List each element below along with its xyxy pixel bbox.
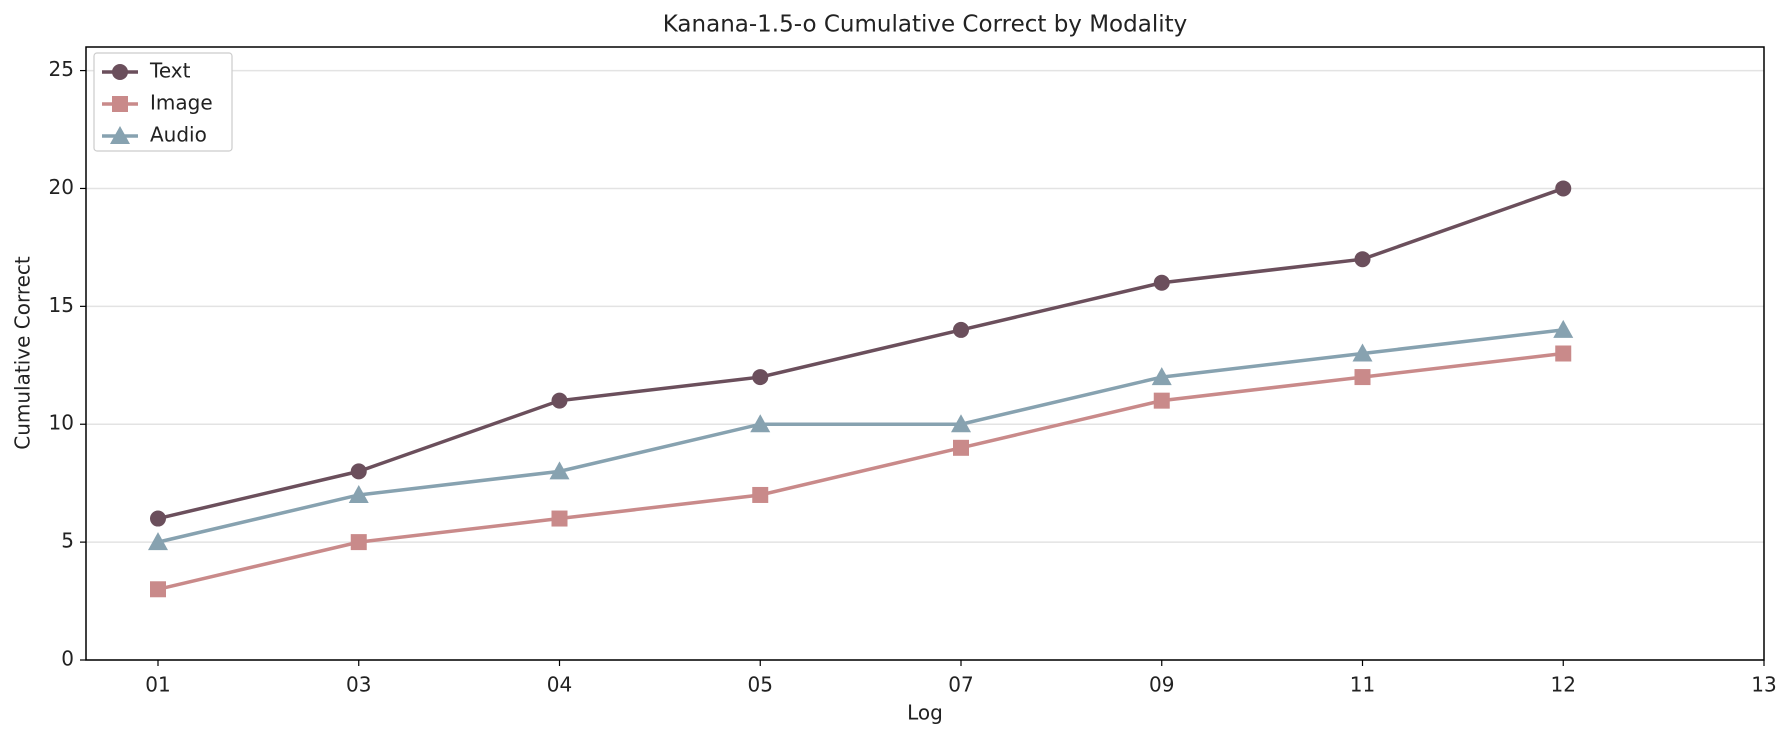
marker [951,414,971,433]
y-tick-label: 20 [49,175,74,199]
marker [112,64,128,80]
marker [1354,251,1371,268]
y-tick-label: 10 [49,411,74,435]
y-tick-label: 15 [49,293,74,317]
marker [752,369,769,386]
marker [110,126,130,144]
x-tick-label: 13 [1751,673,1776,697]
marker [1555,345,1572,362]
x-tick-label: 12 [1551,673,1576,697]
marker [953,321,969,338]
legend-box [93,52,233,152]
x-tick-label: 09 [1149,673,1174,697]
series-line [157,328,1564,544]
marker [150,581,166,598]
marker [1553,319,1574,338]
marker [1352,343,1373,362]
x-tick-label: 05 [748,673,773,697]
marker [752,486,769,503]
marker [750,414,771,433]
marker [1151,367,1172,386]
marker [551,510,568,527]
y-tick-label: 5 [61,529,74,553]
x-tick-label: 04 [547,673,572,697]
marker [350,463,367,480]
marker [350,534,367,551]
x-tick-label: 03 [346,673,371,697]
legend: Text Image Audio [93,52,233,152]
x-tick-label: 11 [1350,673,1375,697]
marker [551,392,568,409]
marker [549,461,570,480]
marker [953,439,969,456]
legend-label: Image [150,91,213,115]
marker [150,510,166,527]
x-axis-label: Log [907,701,943,725]
legend-label: Audio [150,123,207,147]
marker [1555,180,1572,197]
marker [1153,274,1170,291]
series-line [157,186,1564,521]
marker [1153,392,1170,409]
y-tick-label: 25 [49,57,74,81]
y-tick-label: 0 [61,647,74,671]
series-line [157,351,1564,591]
x-tick-label: 07 [948,673,973,697]
legend-label: Text [149,59,191,83]
x-tick-label: 01 [145,673,170,697]
marker [1354,369,1371,386]
chart-title: Kanana-1.5-o Cumulative Correct by Modal… [663,12,1188,38]
y-axis-label: Cumulative Correct [11,256,35,450]
marker [112,96,128,112]
plot-frame [85,46,1765,661]
marker [148,532,168,551]
marker [348,484,369,503]
